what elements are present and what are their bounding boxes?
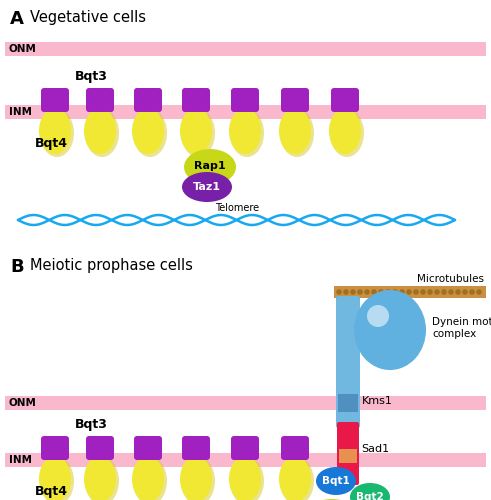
Ellipse shape: [229, 108, 261, 154]
FancyBboxPatch shape: [86, 88, 114, 112]
Ellipse shape: [329, 108, 361, 154]
FancyBboxPatch shape: [134, 88, 162, 112]
Text: Kms1: Kms1: [362, 396, 393, 406]
Ellipse shape: [184, 149, 236, 185]
FancyBboxPatch shape: [86, 436, 114, 460]
FancyBboxPatch shape: [231, 88, 259, 112]
Ellipse shape: [180, 456, 212, 500]
Text: Bqt1: Bqt1: [322, 476, 350, 486]
Circle shape: [427, 289, 433, 295]
Bar: [339, 449, 357, 463]
Ellipse shape: [182, 172, 232, 202]
Text: Dynein motor
complex: Dynein motor complex: [432, 317, 491, 339]
FancyBboxPatch shape: [182, 88, 210, 112]
FancyBboxPatch shape: [231, 436, 259, 460]
Ellipse shape: [230, 109, 264, 157]
Text: B: B: [10, 258, 24, 276]
Ellipse shape: [330, 109, 364, 157]
Circle shape: [476, 289, 482, 295]
Text: Vegetative cells: Vegetative cells: [30, 10, 146, 25]
Ellipse shape: [279, 108, 311, 154]
Circle shape: [448, 289, 454, 295]
Text: Bqt3: Bqt3: [75, 418, 108, 431]
Text: Telomere: Telomere: [215, 203, 259, 213]
Ellipse shape: [180, 108, 212, 154]
Circle shape: [336, 289, 342, 295]
FancyBboxPatch shape: [336, 296, 360, 428]
Circle shape: [371, 289, 377, 295]
Text: Rap1: Rap1: [194, 161, 226, 171]
Circle shape: [420, 289, 426, 295]
Circle shape: [392, 289, 398, 295]
Ellipse shape: [39, 456, 71, 500]
Circle shape: [413, 289, 419, 295]
Ellipse shape: [132, 108, 164, 154]
Text: Taz1: Taz1: [193, 182, 221, 192]
Ellipse shape: [133, 109, 167, 157]
Ellipse shape: [367, 305, 389, 327]
Ellipse shape: [230, 457, 264, 500]
Bar: [5, 42, 486, 56]
Ellipse shape: [280, 457, 314, 500]
Circle shape: [455, 289, 461, 295]
Ellipse shape: [307, 499, 357, 500]
Ellipse shape: [40, 457, 74, 500]
Ellipse shape: [84, 108, 116, 154]
Ellipse shape: [85, 457, 119, 500]
Circle shape: [406, 289, 412, 295]
FancyBboxPatch shape: [41, 436, 69, 460]
Text: Bqt4: Bqt4: [35, 136, 68, 149]
Ellipse shape: [181, 457, 215, 500]
Circle shape: [343, 289, 349, 295]
Text: INM: INM: [9, 455, 32, 465]
Text: INM: INM: [9, 107, 32, 117]
Ellipse shape: [85, 109, 119, 157]
Bar: [5, 396, 486, 410]
Text: Bqt2: Bqt2: [356, 492, 384, 500]
Text: Bqt3: Bqt3: [75, 70, 108, 83]
Text: Meiotic prophase cells: Meiotic prophase cells: [30, 258, 193, 273]
Text: Bqt4: Bqt4: [35, 484, 68, 498]
Circle shape: [357, 289, 363, 295]
Ellipse shape: [354, 290, 426, 370]
Circle shape: [462, 289, 468, 295]
Circle shape: [385, 289, 391, 295]
Ellipse shape: [84, 456, 116, 500]
Text: A: A: [10, 10, 24, 28]
Circle shape: [364, 289, 370, 295]
Ellipse shape: [40, 109, 74, 157]
Ellipse shape: [279, 456, 311, 500]
Circle shape: [350, 289, 356, 295]
Text: ONM: ONM: [9, 398, 37, 408]
Ellipse shape: [350, 483, 390, 500]
Ellipse shape: [39, 108, 71, 154]
FancyBboxPatch shape: [281, 88, 309, 112]
FancyBboxPatch shape: [337, 422, 359, 485]
Bar: [338, 394, 358, 412]
Ellipse shape: [133, 457, 167, 500]
FancyBboxPatch shape: [281, 436, 309, 460]
FancyBboxPatch shape: [134, 436, 162, 460]
Text: Sad1: Sad1: [361, 444, 389, 454]
Circle shape: [399, 289, 405, 295]
FancyBboxPatch shape: [41, 88, 69, 112]
FancyBboxPatch shape: [182, 436, 210, 460]
Ellipse shape: [229, 456, 261, 500]
Bar: [5, 105, 486, 119]
Circle shape: [434, 289, 440, 295]
Ellipse shape: [280, 109, 314, 157]
Circle shape: [469, 289, 475, 295]
Text: Microtubules: Microtubules: [417, 274, 484, 284]
Ellipse shape: [181, 109, 215, 157]
Circle shape: [378, 289, 384, 295]
Circle shape: [441, 289, 447, 295]
Ellipse shape: [132, 456, 164, 500]
Bar: [334, 286, 486, 298]
Text: ONM: ONM: [9, 44, 37, 54]
Bar: [5, 453, 486, 467]
Ellipse shape: [316, 467, 356, 495]
FancyBboxPatch shape: [331, 88, 359, 112]
